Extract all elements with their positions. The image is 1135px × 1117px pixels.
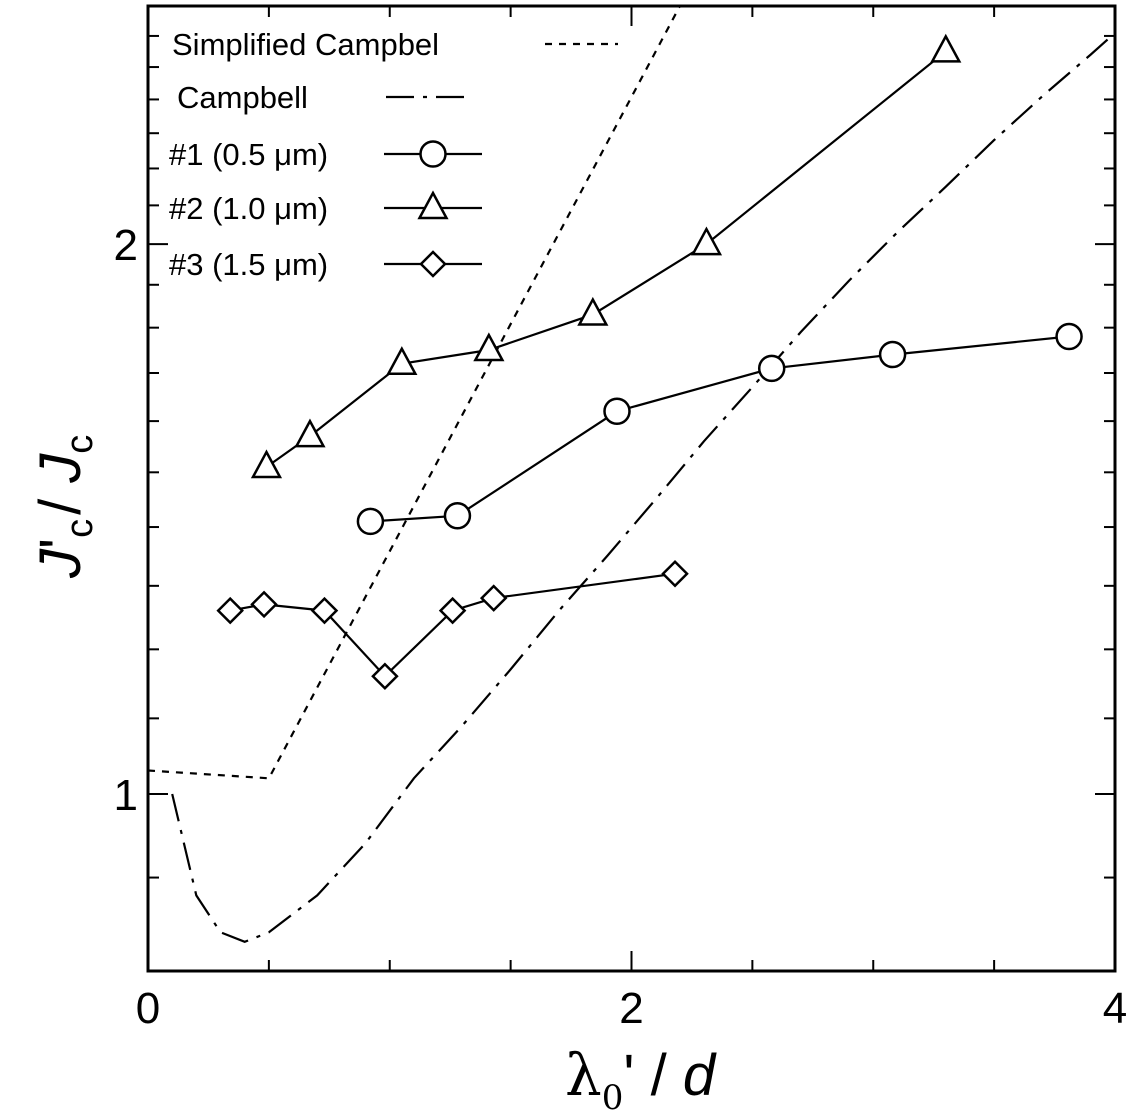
data-point — [371, 662, 399, 690]
data-point — [473, 332, 505, 362]
legend-label: #3 (1.5 μm) — [169, 247, 328, 282]
x-axis-d: d — [683, 1043, 717, 1108]
legend-label: #1 (0.5 μm) — [169, 137, 328, 172]
tick-labels: 0 2 4 1 2 — [114, 221, 1128, 1033]
x-tick-label: 4 — [1103, 984, 1127, 1033]
x-axis-lambda: λ — [565, 1041, 602, 1109]
series-campbell — [171, 32, 1115, 943]
data-point — [386, 346, 418, 375]
legend-item-campbell: Campbell — [177, 80, 470, 115]
data-point — [356, 507, 385, 536]
data-point — [577, 296, 609, 326]
series-2-1-0-m — [250, 33, 962, 479]
y-tick-label: 1 — [114, 771, 138, 820]
data-point — [878, 340, 907, 369]
series-3-1-5-m — [216, 559, 689, 690]
legend-marker — [419, 140, 447, 168]
x-axis-title: λ0' / d — [565, 1041, 717, 1112]
legend-item-1-0-5-m: #1 (0.5 μm) — [169, 137, 482, 172]
legend-item-3-1-5-m: #3 (1.5 μm) — [169, 247, 482, 282]
y-axis-j2: J — [28, 453, 93, 484]
data-point — [294, 418, 326, 448]
legend: Simplified Campbel Campbell #1 (0.5 μm) #2 … — [169, 27, 618, 282]
data-point — [250, 590, 278, 619]
data-point — [690, 226, 723, 256]
legend-marker — [419, 250, 447, 278]
series-1-0-5-m — [356, 322, 1083, 536]
legend-label: #2 (1.0 μm) — [169, 191, 328, 226]
data-point — [310, 596, 339, 625]
data-point — [216, 596, 244, 625]
y-tick-label: 2 — [114, 221, 138, 270]
x-axis-subscript: 0 — [602, 1078, 624, 1112]
legend-item-2-1-0-m: #2 (1.0 μm) — [169, 190, 482, 226]
series-line — [230, 572, 676, 678]
y-axis-slash: / — [28, 483, 93, 515]
legend-label: Campbell — [177, 80, 308, 115]
legend-label: Simplified Campbel — [172, 27, 439, 62]
y-axis-j1: J — [28, 548, 93, 579]
y-axis-sub2: c — [59, 435, 101, 454]
data-point — [930, 33, 962, 63]
series-line — [148, 6, 681, 780]
data-point — [443, 502, 472, 530]
data-point — [250, 449, 283, 479]
data-point — [603, 397, 631, 426]
series-line — [171, 32, 1115, 943]
data-point — [479, 584, 508, 612]
x-tick-label: 0 — [136, 984, 160, 1033]
data-point — [438, 596, 467, 625]
series-line — [370, 335, 1070, 523]
x-tick-label: 2 — [619, 984, 643, 1033]
data-point — [757, 354, 786, 383]
series-layer — [148, 6, 1115, 943]
legend-marker — [417, 190, 449, 220]
y-axis-title: J'c/ Jc — [28, 435, 101, 579]
y-axis-prime: ' — [28, 538, 93, 549]
data-point — [661, 559, 689, 588]
x-axis-prime: ' — [623, 1043, 634, 1108]
axis-ticks — [147, 5, 1116, 972]
series-simplified-campbel — [148, 6, 681, 780]
legend-item-simplified-campbel: Simplified Campbel — [172, 27, 618, 62]
y-axis-sub1: c — [59, 519, 101, 538]
data-point — [1055, 322, 1083, 351]
x-axis-slash: / — [634, 1043, 682, 1108]
